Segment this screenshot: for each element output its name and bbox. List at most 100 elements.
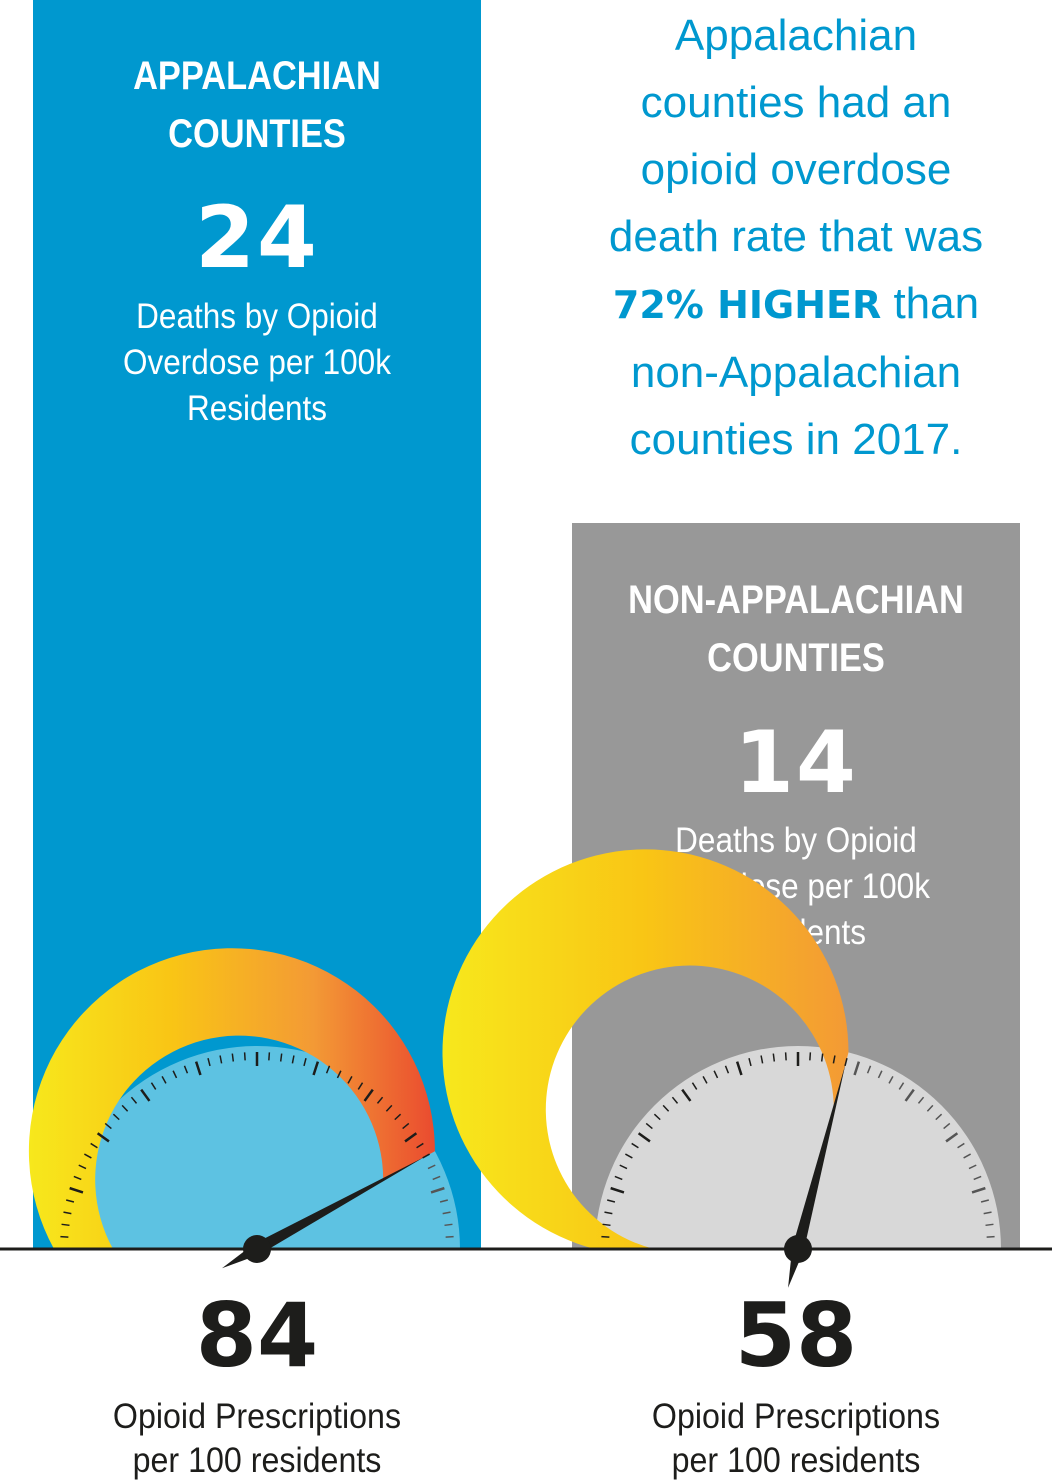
gauge-tick bbox=[183, 1065, 189, 1074]
gauge-tick bbox=[985, 1223, 994, 1227]
gauge-tick bbox=[66, 1199, 75, 1203]
gauge-tick bbox=[161, 1076, 167, 1084]
appalachian-prescriptions-label-line2: per 100 residents bbox=[132, 1441, 382, 1480]
gauge-tick bbox=[325, 1065, 331, 1074]
gauge-tick bbox=[784, 1052, 787, 1061]
gauge-tick bbox=[231, 1053, 235, 1062]
headline-line7: counties in 2017. bbox=[629, 415, 963, 464]
gauge-tick bbox=[303, 1058, 307, 1067]
gauge-tick bbox=[243, 1052, 246, 1061]
gauge-tick bbox=[172, 1070, 178, 1079]
gauge-tick bbox=[104, 1122, 112, 1130]
appalachian-prescriptions-label: Opioid Prescriptions per 100 residents bbox=[51, 1395, 463, 1483]
gauge-tick bbox=[112, 1113, 120, 1121]
gauge-tick bbox=[291, 1055, 295, 1064]
gauge-tick bbox=[150, 1082, 157, 1090]
gauge-tick bbox=[427, 1164, 436, 1170]
gauge-tick bbox=[63, 1211, 72, 1215]
gauge-tick bbox=[84, 1153, 92, 1159]
gauge-tick bbox=[444, 1223, 453, 1227]
appalachian-death-label-line2: Overdose per 100k bbox=[123, 343, 391, 382]
gauge-tick bbox=[983, 1211, 992, 1215]
appalachian-prescriptions-label-line1: Opioid Prescriptions bbox=[112, 1397, 402, 1436]
gauge-tick bbox=[619, 1164, 628, 1170]
gauge-tick bbox=[610, 1186, 625, 1194]
gauge-tick bbox=[268, 1052, 271, 1061]
gauge-tick bbox=[60, 1235, 69, 1238]
gauge-tick bbox=[631, 1142, 639, 1149]
gauge-tick bbox=[602, 1223, 611, 1227]
gauge-tick bbox=[637, 1132, 651, 1143]
gauge-tick bbox=[968, 1164, 977, 1170]
gauge-tick bbox=[376, 1096, 384, 1104]
non-appalachian-prescriptions-label-line2: per 100 residents bbox=[671, 1441, 921, 1480]
gauge-tick bbox=[645, 1122, 653, 1130]
gauge-tick bbox=[973, 1175, 982, 1181]
appalachian-gauge bbox=[28, 948, 460, 1251]
gauge-tick bbox=[416, 1142, 424, 1149]
gauge-tick bbox=[78, 1164, 87, 1170]
gauge-tick bbox=[347, 1076, 353, 1084]
gauge-tick bbox=[625, 1153, 633, 1159]
gauge-tick bbox=[772, 1053, 776, 1062]
gauge-fill bbox=[442, 849, 849, 1249]
gauge-tick bbox=[442, 1211, 451, 1215]
appalachian-title-line2: COUNTIES bbox=[168, 112, 346, 156]
gauge-tick bbox=[735, 1061, 743, 1076]
gauge-tick bbox=[604, 1211, 613, 1215]
gauge-tick bbox=[935, 1113, 943, 1121]
gauge-tick bbox=[279, 1053, 283, 1062]
gauge-tick bbox=[671, 1096, 679, 1104]
gauge-tick bbox=[877, 1070, 883, 1079]
gauge-tick bbox=[662, 1104, 670, 1112]
gauge-tick bbox=[336, 1070, 342, 1079]
appalachian-prescriptions: 84 bbox=[195, 1284, 319, 1387]
gauge-tick bbox=[404, 1132, 418, 1143]
appalachian-title: APPALACHIAN COUNTIES bbox=[64, 47, 449, 163]
gauge-tick bbox=[904, 1088, 915, 1102]
gauge-tick bbox=[90, 1142, 98, 1149]
gauge-tick bbox=[926, 1104, 934, 1112]
non-appalachian-title: NON-APPALACHIAN COUNTIES bbox=[603, 571, 988, 687]
gauge-tick bbox=[943, 1122, 951, 1130]
appalachian-title-line1: APPALACHIAN bbox=[133, 54, 381, 98]
gauge-tick bbox=[980, 1199, 989, 1203]
gauge-needle bbox=[788, 1064, 846, 1288]
gauge-face bbox=[595, 1046, 1001, 1249]
headline-line2: counties had an bbox=[640, 78, 952, 127]
gauge-tick bbox=[121, 1104, 129, 1112]
gauge-tick bbox=[820, 1053, 824, 1062]
gauge-tick bbox=[194, 1061, 202, 1076]
gauge-tick bbox=[130, 1096, 138, 1104]
non-appalachian-death-label-line1: Deaths by Opioid bbox=[675, 821, 917, 860]
headline-statement: Appalachian counties had an opioid overd… bbox=[572, 2, 1020, 473]
non-appalachian-gauge bbox=[442, 849, 1001, 1251]
gauge-tick bbox=[312, 1061, 320, 1076]
gauge-tick bbox=[601, 1235, 610, 1238]
gauge-tick bbox=[432, 1175, 441, 1181]
gauge-tick bbox=[614, 1175, 623, 1181]
headline-line3: opioid overdose bbox=[640, 145, 952, 194]
gauge-tick bbox=[73, 1175, 82, 1181]
gauge-tick bbox=[986, 1235, 995, 1238]
gauge-hub bbox=[243, 1235, 271, 1263]
gauge-tick bbox=[702, 1076, 708, 1084]
appalachian-death-label-line1: Deaths by Opioid bbox=[136, 297, 378, 336]
non-appalachian-death-rate: 14 bbox=[734, 713, 858, 813]
gauge-tick bbox=[219, 1055, 223, 1064]
non-appalachian-prescriptions-label: Opioid Prescriptions per 100 residents bbox=[590, 1395, 1002, 1483]
gauge-tick bbox=[653, 1113, 661, 1121]
gauge-tick bbox=[945, 1132, 959, 1143]
gauge-tick bbox=[866, 1065, 872, 1074]
gauge-tick bbox=[61, 1223, 70, 1227]
gauge-tick bbox=[971, 1186, 986, 1194]
gauge-tick bbox=[363, 1088, 374, 1102]
gauge-tick bbox=[385, 1104, 393, 1112]
appalachian-death-label: Deaths by Opioid Overdose per 100k Resid… bbox=[55, 294, 458, 432]
headline-line1: Appalachian bbox=[674, 11, 918, 60]
gauge-tick bbox=[357, 1082, 364, 1090]
gauge-tick bbox=[140, 1088, 151, 1102]
non-appalachian-prescriptions: 58 bbox=[734, 1284, 858, 1387]
gauge-tick bbox=[748, 1058, 752, 1067]
